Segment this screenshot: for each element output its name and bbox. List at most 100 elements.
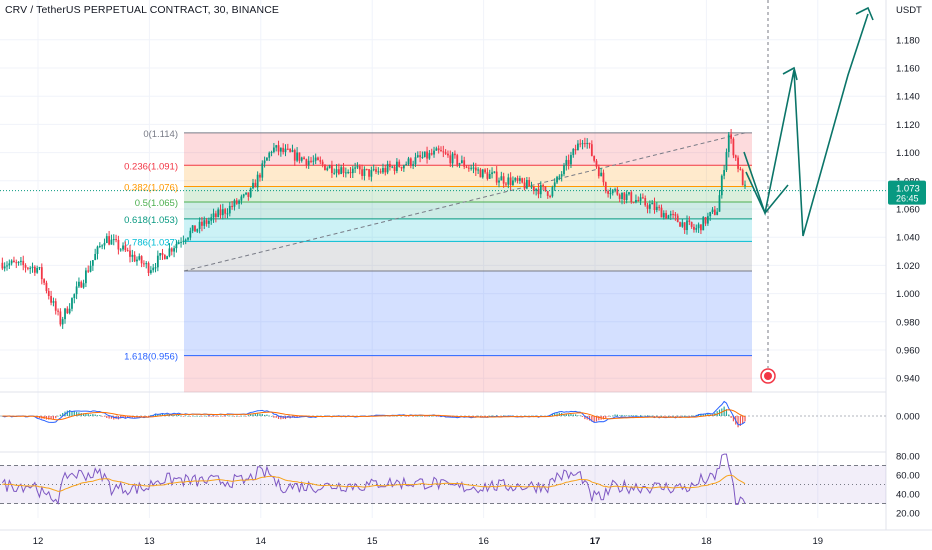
macd-histogram-bar: [222, 416, 224, 417]
macd-histogram-bar: [642, 415, 644, 417]
macd-histogram-bar: [73, 411, 75, 416]
macd-histogram-bar: [94, 414, 96, 416]
candle-body: [660, 207, 663, 218]
candle-body: [409, 158, 412, 166]
candle-body: [507, 177, 510, 185]
macd-histogram-bar: [500, 416, 502, 417]
candle-body: [725, 151, 728, 171]
candle-body: [442, 151, 445, 153]
candle-body: [221, 209, 224, 216]
macd-histogram-bar: [110, 416, 113, 419]
macd-histogram-bar: [273, 416, 275, 418]
candle-body: [593, 155, 596, 161]
candle-body: [235, 200, 238, 204]
candle-body: [6, 265, 8, 267]
macd-histogram-bar: [691, 415, 693, 417]
macd-histogram-bar: [201, 416, 203, 417]
price-axis-unit: USDT: [896, 5, 922, 16]
macd-histogram-bar: [591, 416, 593, 422]
macd-histogram-bar: [637, 415, 639, 417]
candle-body: [368, 169, 370, 177]
candle-body: [472, 167, 475, 169]
macd-histogram-bar: [173, 414, 175, 416]
candle-body: [674, 214, 677, 216]
candle-body: [690, 221, 693, 227]
fib-zone: [184, 355, 752, 393]
candle-body: [317, 157, 319, 161]
candle-body: [66, 308, 69, 314]
macd-histogram-bar: [212, 416, 215, 417]
macd-histogram-bar: [431, 415, 433, 417]
macd-histogram-bar: [129, 416, 131, 418]
candle-body: [693, 226, 695, 230]
macd-histogram-bar: [565, 413, 567, 416]
macd-histogram-bar: [405, 416, 407, 417]
macd-histogram-bar: [62, 412, 64, 416]
candle-body: [17, 261, 20, 263]
candle-body: [40, 267, 43, 280]
candle-body: [59, 311, 62, 325]
candle-body: [577, 143, 579, 151]
candle-body: [523, 182, 526, 189]
macd-histogram-bar: [417, 415, 419, 417]
candle-body: [80, 281, 83, 288]
macd-histogram-bar: [700, 413, 702, 416]
candle-body: [470, 167, 473, 169]
macd-histogram-bar: [147, 416, 150, 417]
candle-body: [3, 266, 6, 269]
fib-level-label: 0.382(1.076): [124, 182, 178, 193]
macd-histogram-bar: [196, 415, 198, 417]
macd-histogram-bar: [672, 415, 674, 417]
macd-histogram-bar: [612, 415, 614, 417]
price-axis-tick: 1.060: [896, 205, 920, 216]
macd-histogram-bar: [482, 416, 484, 417]
macd-histogram-bar: [630, 415, 632, 416]
candle-body: [131, 254, 134, 257]
candle-body: [567, 159, 570, 165]
macd-histogram-bar: [106, 416, 108, 419]
candle-body: [588, 142, 591, 145]
candle-body: [644, 198, 647, 206]
time-axis-tick: 18: [701, 536, 712, 547]
macd-histogram-bar: [175, 415, 178, 416]
candle-body: [36, 267, 39, 273]
candle-body: [168, 248, 171, 257]
macd-histogram-bar: [159, 414, 161, 416]
macd-histogram-bar: [438, 416, 440, 417]
candle-body: [512, 180, 514, 186]
candle-body: [203, 220, 206, 226]
candle-body: [683, 222, 686, 231]
candle-body: [71, 298, 73, 309]
candle-body: [505, 183, 507, 185]
candle-body: [61, 319, 64, 325]
macd-histogram-bar: [236, 415, 238, 417]
rsi-axis-tick: 20.00: [896, 509, 920, 520]
macd-histogram-bar: [233, 416, 236, 417]
macd-histogram-bar: [626, 415, 628, 416]
candle-body: [143, 263, 145, 265]
macd-histogram-bar: [187, 415, 189, 417]
candle-body: [331, 165, 333, 173]
macd-histogram-bar: [192, 415, 194, 417]
macd-histogram-bar: [730, 416, 732, 418]
candle-body: [358, 166, 361, 170]
candle-body: [284, 148, 287, 153]
macd-histogram-bar: [185, 415, 187, 416]
candle-body: [616, 189, 619, 195]
candle-body: [495, 171, 498, 183]
candle-body: [679, 222, 681, 227]
price-axis-tick: 1.000: [896, 289, 920, 300]
candle-body: [340, 167, 343, 174]
candle-body: [296, 152, 298, 161]
candle-body: [370, 170, 373, 177]
candle-body: [709, 212, 712, 217]
candle-body: [96, 246, 99, 254]
candle-body: [630, 192, 633, 202]
macd-histogram-bar: [744, 416, 746, 422]
candle-body: [720, 175, 723, 196]
candle-body: [688, 220, 691, 222]
candle-body: [268, 152, 271, 158]
price-axis-tick: 1.040: [896, 233, 920, 244]
chart-title: CRV / TetherUS PERPETUAL CONTRACT, 30, B…: [5, 4, 279, 16]
